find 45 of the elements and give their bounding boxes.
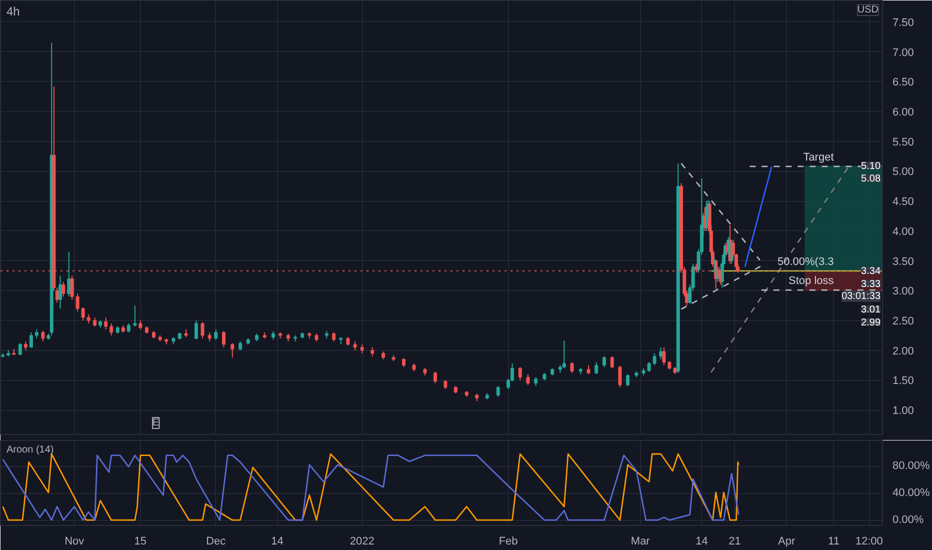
y-tick-label: 6.00 <box>892 106 914 119</box>
candlestick <box>392 354 396 362</box>
x-tick-label: Mar <box>630 536 650 548</box>
annotation: 3.33 <box>861 278 881 290</box>
x-tick-label: 14 <box>271 536 284 548</box>
annotation: Target <box>803 151 834 164</box>
candlestick <box>86 314 90 324</box>
y-tick-label: 5.00 <box>892 166 914 178</box>
y-tick-label: 6.50 <box>892 76 914 89</box>
x-tick-label: Feb <box>498 536 518 548</box>
y-tick-label: 2.00 <box>892 345 914 358</box>
x-tick-label: 2022 <box>350 536 374 548</box>
y-tick-label: 4.00 <box>892 226 914 238</box>
chart-title: Aroon (14) <box>6 444 54 456</box>
annotation: 50.00%(3.3 <box>778 256 834 268</box>
y-axis-title: USD <box>857 4 879 16</box>
annotation: 03:01:33 <box>842 290 881 302</box>
x-tick-label: 15 <box>134 536 147 548</box>
y-tick-label: 7.50 <box>892 16 914 29</box>
y-tick-label: 40.00% <box>892 487 930 500</box>
annotation: 3.01 <box>861 304 881 316</box>
y-tick-label: 4.50 <box>892 196 914 208</box>
y-tick-label: 5.50 <box>892 136 914 148</box>
annotation: 5.08 <box>861 174 881 185</box>
annotation: 5.10 <box>861 160 881 172</box>
x-tick-label: 14 <box>696 536 708 548</box>
candlestick <box>12 348 16 356</box>
x-tick-label: Apr <box>778 536 796 548</box>
x-tick-label: 12:00 <box>855 536 883 548</box>
annotation: 3.34 <box>861 266 881 277</box>
annotation: 2.99 <box>861 318 881 329</box>
x-tick-label: Dec <box>206 536 226 548</box>
y-tick-label: 7.00 <box>892 46 914 59</box>
x-tick-label: 11 <box>828 536 840 548</box>
y-tick-label: 1.50 <box>892 375 914 388</box>
x-tick-label: 21 <box>728 536 741 548</box>
y-tick-label: 3.00 <box>892 286 914 298</box>
y-tick-label: 2.50 <box>892 315 914 328</box>
y-tick-label: 80.00% <box>892 460 930 472</box>
annotation: Stop loss <box>788 275 834 288</box>
y-tick-label: 1.00 <box>892 405 914 418</box>
y-tick-label: 3.50 <box>892 256 914 268</box>
chart-title: 4h <box>6 4 20 18</box>
x-tick-label: Nov <box>64 536 85 548</box>
y-tick-label: 0.00% <box>892 514 924 526</box>
